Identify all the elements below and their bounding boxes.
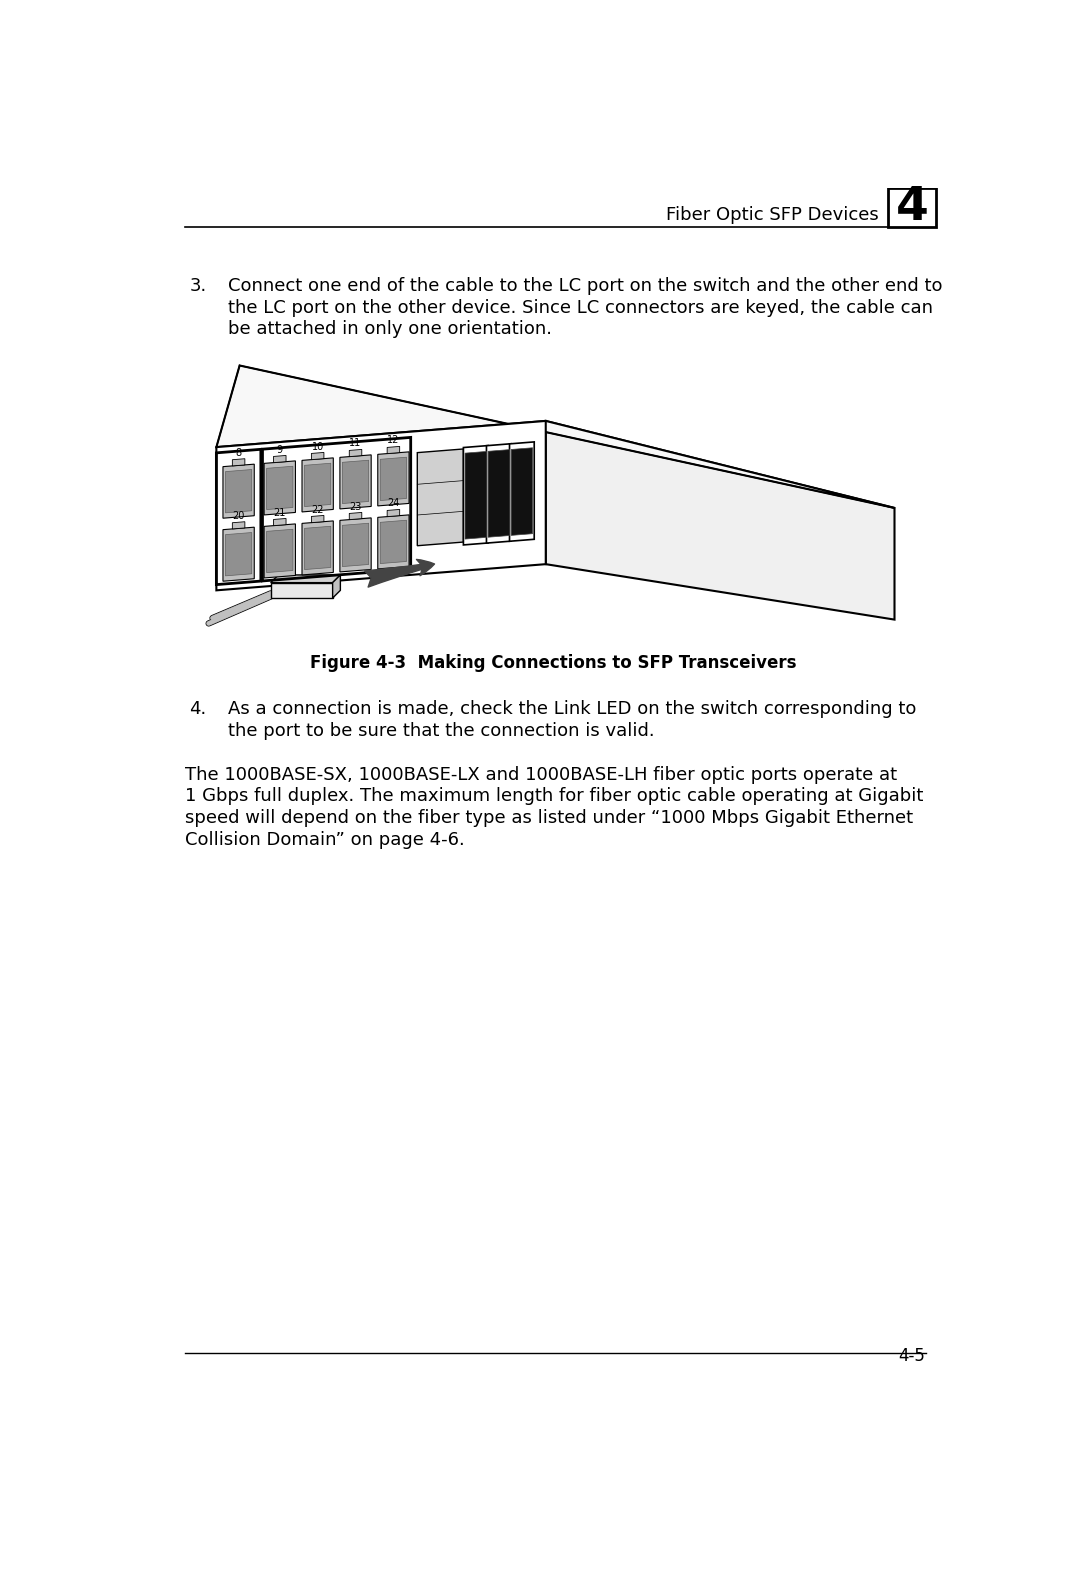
- Polygon shape: [380, 457, 406, 501]
- Polygon shape: [216, 421, 545, 590]
- Polygon shape: [271, 582, 333, 598]
- Text: 9: 9: [276, 444, 283, 454]
- Text: 8: 8: [235, 447, 242, 458]
- Text: 1 Gbps full duplex. The maximum length for fiber optic cable operating at Gigabi: 1 Gbps full duplex. The maximum length f…: [186, 788, 923, 805]
- Polygon shape: [216, 366, 894, 509]
- Polygon shape: [273, 518, 286, 526]
- Polygon shape: [340, 518, 372, 571]
- Polygon shape: [265, 524, 296, 578]
- Text: 23: 23: [349, 501, 362, 512]
- Polygon shape: [545, 421, 894, 620]
- Polygon shape: [267, 529, 293, 573]
- Polygon shape: [273, 455, 286, 463]
- Polygon shape: [232, 521, 245, 529]
- Text: Fiber Optic SFP Devices: Fiber Optic SFP Devices: [666, 206, 879, 225]
- Text: 4-5: 4-5: [899, 1347, 926, 1364]
- Polygon shape: [222, 528, 254, 581]
- Polygon shape: [267, 466, 293, 510]
- Polygon shape: [311, 452, 324, 460]
- Polygon shape: [226, 532, 252, 576]
- Polygon shape: [342, 460, 368, 504]
- Polygon shape: [511, 447, 532, 535]
- Text: speed will depend on the fiber type as listed under “1000 Mbps Gigabit Ethernet: speed will depend on the fiber type as l…: [186, 809, 914, 827]
- Text: 21: 21: [273, 507, 286, 518]
- Text: 12: 12: [388, 435, 400, 446]
- Polygon shape: [417, 449, 463, 546]
- Polygon shape: [349, 449, 362, 457]
- Polygon shape: [311, 515, 324, 523]
- Text: Connect one end of the cable to the LC port on the switch and the other end to: Connect one end of the cable to the LC p…: [228, 276, 943, 295]
- Polygon shape: [265, 462, 296, 515]
- Text: As a connection is made, check the Link LED on the switch corresponding to: As a connection is made, check the Link …: [228, 700, 916, 719]
- Text: 24: 24: [388, 499, 400, 509]
- Text: 11: 11: [350, 438, 362, 449]
- Text: 10: 10: [311, 441, 324, 452]
- Polygon shape: [463, 446, 488, 545]
- Text: 3.: 3.: [189, 276, 206, 295]
- Polygon shape: [349, 512, 362, 520]
- Text: Collision Domain” on page 4-6.: Collision Domain” on page 4-6.: [186, 831, 465, 848]
- Polygon shape: [378, 452, 409, 506]
- Polygon shape: [232, 458, 245, 466]
- Polygon shape: [378, 515, 409, 568]
- Text: be attached in only one orientation.: be attached in only one orientation.: [228, 320, 552, 338]
- Polygon shape: [488, 449, 510, 537]
- Polygon shape: [333, 575, 340, 598]
- Text: 4.: 4.: [189, 700, 206, 719]
- Polygon shape: [340, 455, 372, 509]
- Polygon shape: [387, 509, 400, 517]
- Text: Figure 4-3  Making Connections to SFP Transceivers: Figure 4-3 Making Connections to SFP Tra…: [310, 655, 797, 672]
- Polygon shape: [465, 452, 486, 539]
- Polygon shape: [305, 463, 330, 507]
- Polygon shape: [302, 521, 334, 575]
- Polygon shape: [387, 446, 400, 454]
- Polygon shape: [271, 575, 340, 582]
- Text: 20: 20: [232, 510, 245, 521]
- Polygon shape: [510, 441, 535, 542]
- Text: The 1000BASE-SX, 1000BASE-LX and 1000BASE-LH fiber optic ports operate at: The 1000BASE-SX, 1000BASE-LX and 1000BAS…: [186, 766, 897, 783]
- Text: the port to be sure that the connection is valid.: the port to be sure that the connection …: [228, 722, 654, 739]
- Polygon shape: [486, 444, 511, 543]
- Text: 4: 4: [896, 185, 929, 231]
- Polygon shape: [305, 526, 330, 570]
- Polygon shape: [342, 523, 368, 567]
- Polygon shape: [380, 520, 406, 564]
- Text: 22: 22: [311, 504, 324, 515]
- Polygon shape: [226, 469, 252, 513]
- Polygon shape: [222, 465, 254, 518]
- Polygon shape: [302, 458, 334, 512]
- FancyBboxPatch shape: [889, 188, 936, 228]
- Text: the LC port on the other device. Since LC connectors are keyed, the cable can: the LC port on the other device. Since L…: [228, 298, 933, 317]
